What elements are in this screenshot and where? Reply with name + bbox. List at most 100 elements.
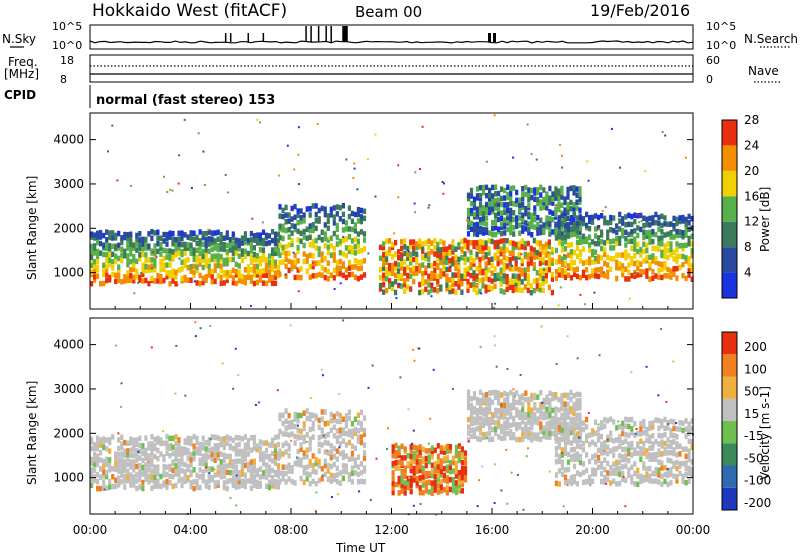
data-speck — [610, 127, 613, 130]
data-cell — [240, 448, 244, 455]
data-cell — [439, 448, 443, 455]
data-cell — [243, 239, 247, 246]
data-cell — [678, 243, 682, 249]
data-cell — [126, 261, 130, 268]
data-cell — [359, 420, 363, 427]
data-cell — [397, 465, 401, 471]
data-cell — [93, 277, 97, 283]
data-cell — [648, 215, 652, 222]
data-cell — [261, 470, 266, 476]
data-cell — [530, 437, 534, 443]
data-cell — [491, 196, 495, 203]
data-cell — [225, 249, 229, 255]
data-cell — [621, 216, 625, 222]
data-cell — [335, 411, 339, 417]
data-cell — [557, 481, 561, 487]
data-cell — [314, 413, 318, 420]
data-cell — [530, 392, 534, 399]
data-speck — [622, 475, 625, 478]
data-cell — [627, 467, 631, 473]
data-cell — [609, 214, 613, 221]
data-cell — [497, 197, 501, 203]
data-cell — [311, 434, 315, 440]
data-cell — [520, 244, 524, 250]
data-cell — [488, 195, 492, 202]
data-cell — [588, 247, 592, 253]
data-cell — [278, 453, 282, 459]
data-cell — [183, 262, 187, 268]
data-speck — [555, 363, 558, 365]
data-cell — [512, 231, 516, 237]
data-cell — [403, 446, 407, 452]
data-cell — [463, 251, 467, 257]
data-cell — [296, 212, 300, 219]
data-cell — [436, 453, 440, 460]
data-cell — [261, 272, 266, 278]
data-cell — [672, 249, 676, 256]
data-cell — [648, 434, 652, 440]
data-cell — [299, 230, 303, 236]
data-cell — [397, 249, 401, 255]
data-cell — [612, 256, 616, 262]
data-cell — [216, 262, 220, 269]
data-cell — [99, 280, 103, 287]
data-speck — [190, 186, 193, 189]
data-cell — [520, 287, 524, 294]
data-speck — [147, 460, 150, 463]
data-cell — [475, 231, 480, 238]
data-cell — [666, 443, 670, 450]
data-speck — [166, 191, 169, 193]
data-cell — [231, 479, 235, 485]
data-cell — [338, 265, 342, 272]
data-cell — [541, 287, 545, 294]
data-cell — [326, 463, 330, 469]
data-cell — [93, 442, 97, 448]
data-cell — [560, 464, 564, 471]
data-cell — [497, 206, 501, 212]
data-cell — [302, 421, 306, 427]
data-cell — [478, 205, 483, 211]
data-cell — [126, 477, 130, 484]
data-cell — [493, 272, 497, 279]
data-speck — [566, 335, 569, 338]
data-cell — [657, 261, 661, 267]
data-cell — [572, 202, 576, 208]
data-cell — [566, 439, 571, 445]
data-cell — [317, 234, 321, 241]
data-cell — [478, 257, 482, 263]
data-cell — [329, 418, 333, 424]
velocity-ylabel: Slant Range [km] — [25, 381, 39, 485]
data-cell — [609, 266, 613, 273]
data-cell — [511, 244, 515, 251]
data-cell — [93, 250, 97, 256]
data-cell — [454, 254, 458, 261]
data-cell — [273, 434, 278, 441]
data-cell — [566, 190, 570, 197]
data-cell — [578, 218, 583, 225]
data-speck — [511, 264, 513, 267]
data-cell — [494, 420, 498, 426]
data-cell — [394, 239, 398, 246]
data-cell — [600, 434, 604, 440]
data-cell — [485, 206, 489, 212]
data-cell — [451, 260, 455, 267]
data-cell — [430, 275, 434, 282]
data-cell — [153, 257, 157, 264]
data-cell — [515, 422, 519, 428]
data-cell — [630, 256, 634, 262]
data-cell — [165, 478, 169, 485]
data-cell — [621, 446, 625, 453]
data-speck — [261, 221, 264, 224]
data-cell — [273, 460, 278, 467]
data-speck — [395, 297, 398, 299]
data-cell — [660, 249, 664, 256]
data-cell — [252, 474, 256, 480]
data-cell — [509, 212, 513, 218]
data-speck — [442, 182, 445, 185]
data-cell — [657, 246, 661, 252]
data-cell — [308, 416, 312, 422]
data-cell — [457, 475, 461, 481]
data-cell — [681, 230, 685, 236]
data-cell — [394, 460, 398, 466]
data-cell — [243, 434, 247, 440]
